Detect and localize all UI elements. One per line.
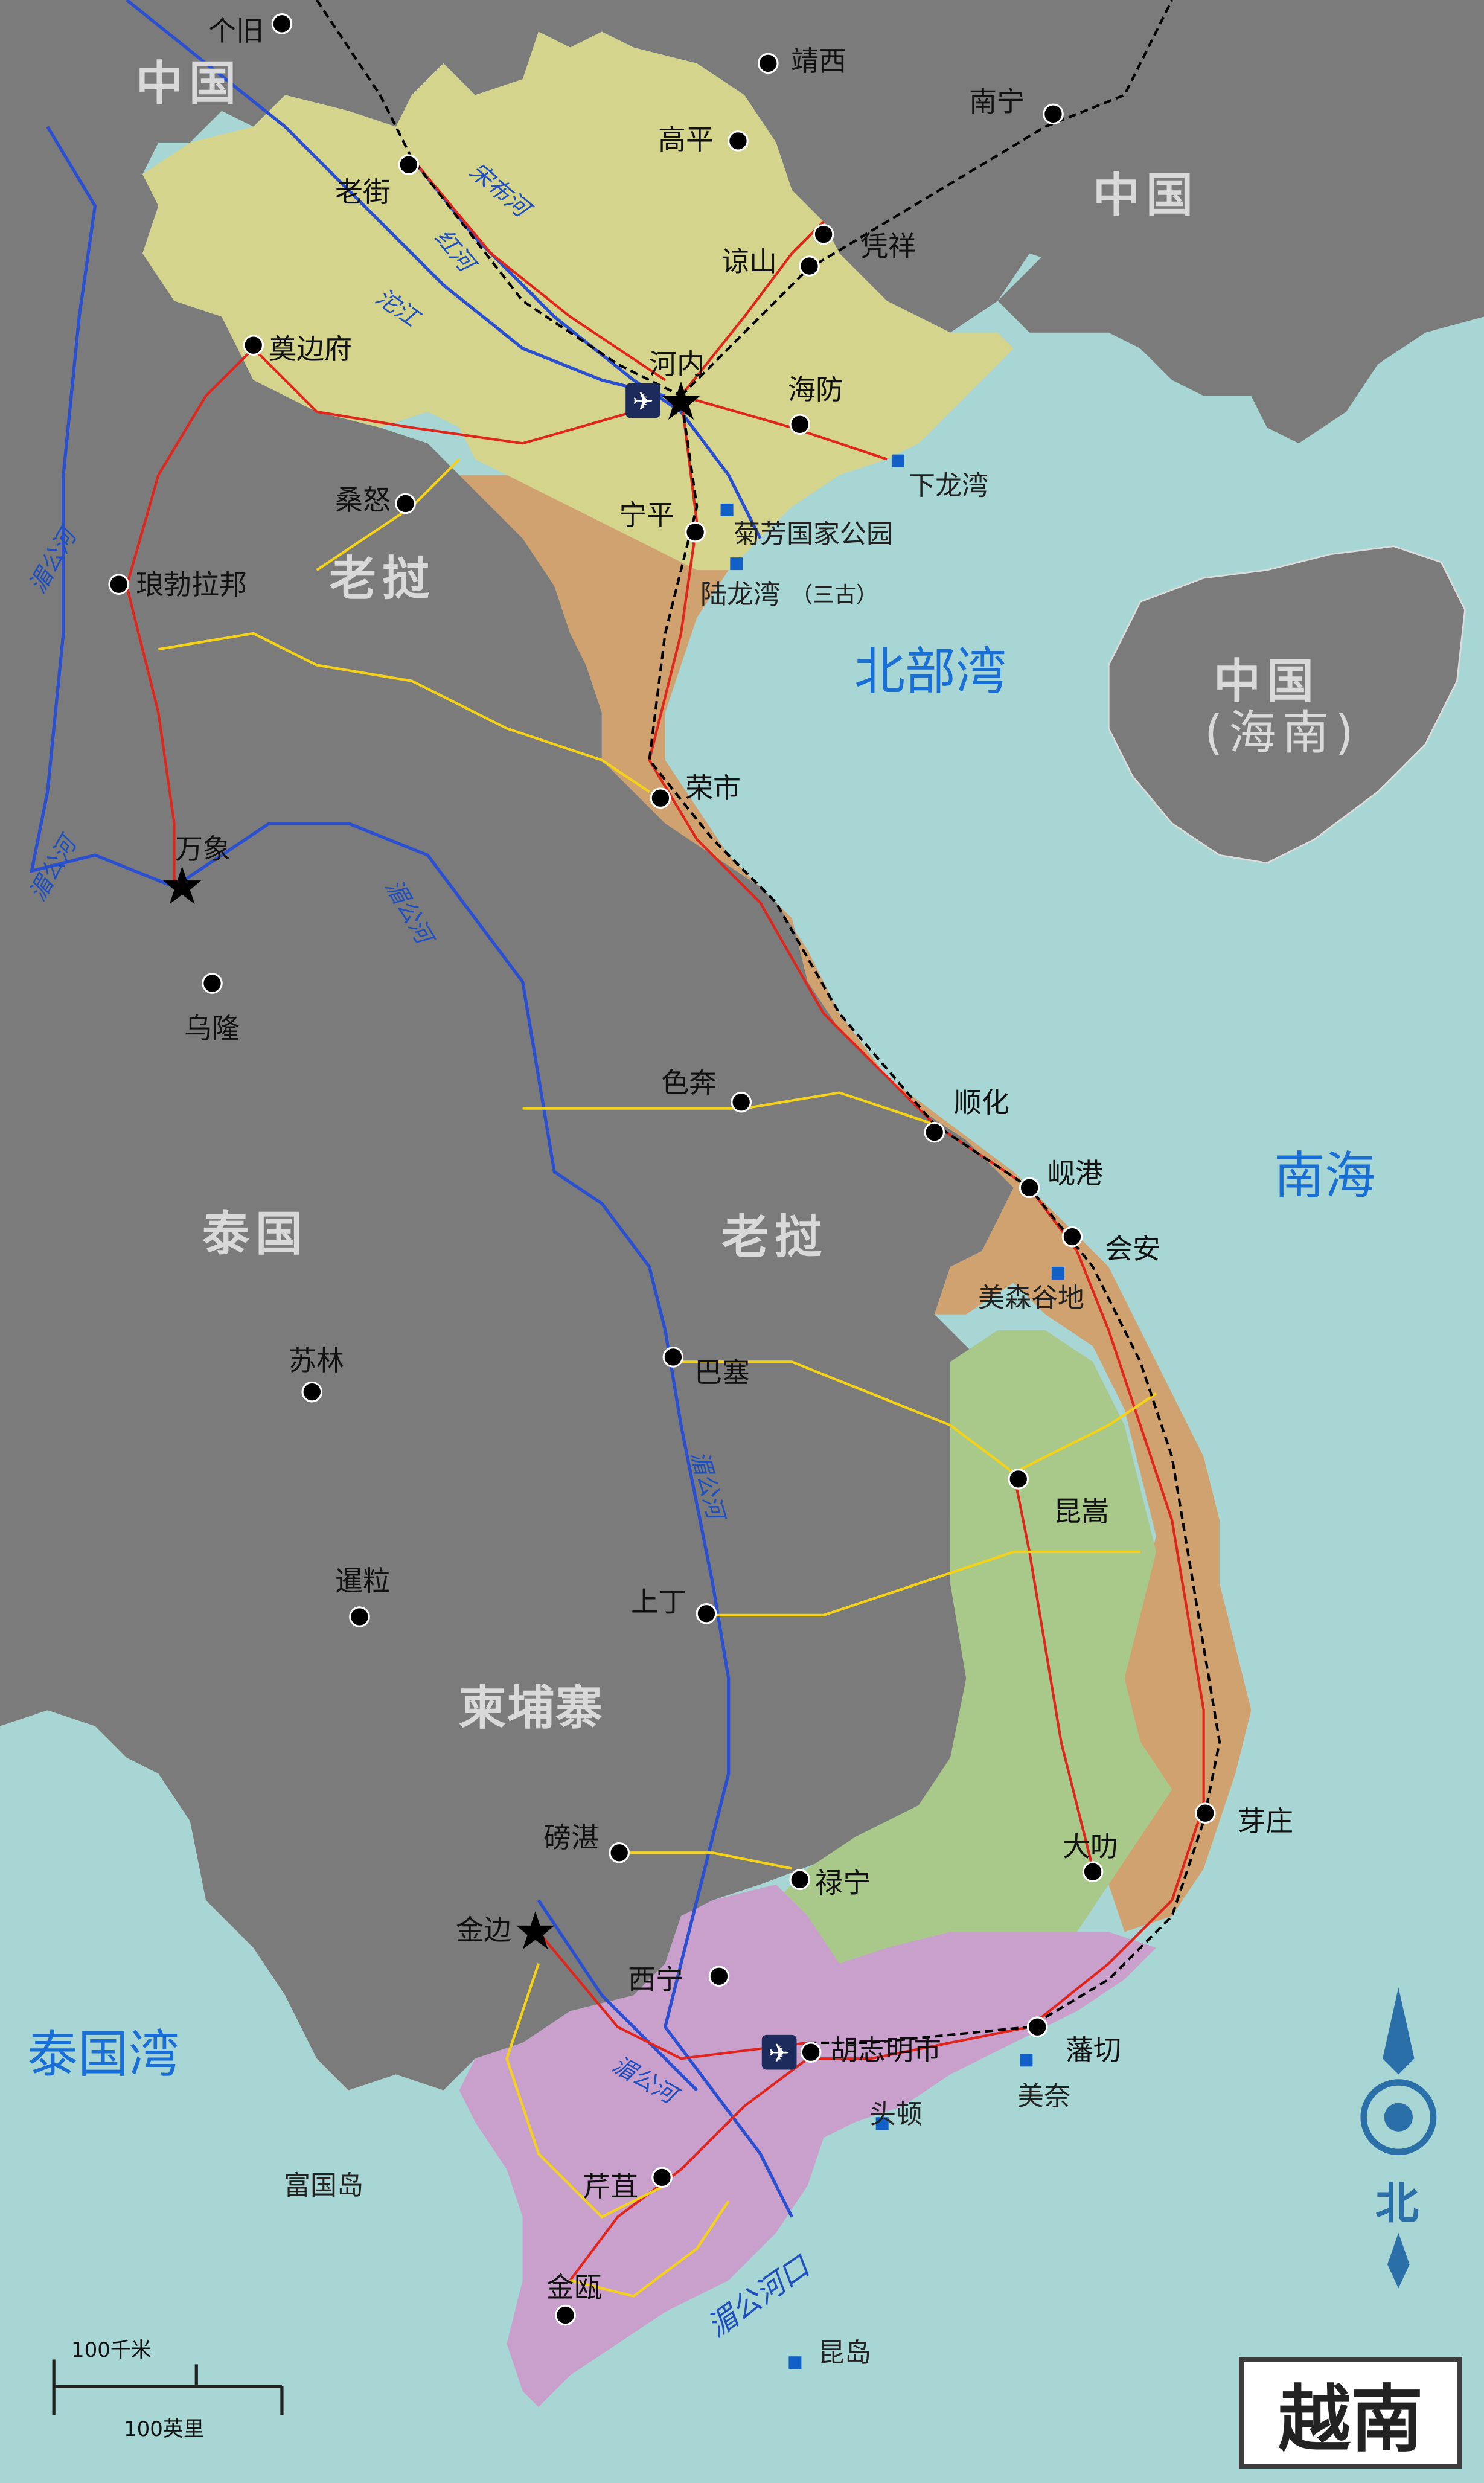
poi-cucphuong: 菊芳国家公园	[734, 519, 893, 549]
label-gulf-thailand: 泰国湾	[27, 2025, 180, 2084]
region-south	[459, 1884, 1156, 2408]
scale-mi-label: 100英里	[124, 2417, 204, 2441]
poi-myson: 美森谷地	[978, 1283, 1084, 1313]
poi-condao: 昆岛	[818, 2337, 871, 2368]
city-nhatrang: 芽庄	[1238, 1805, 1293, 1837]
city-pingxiang: 凭祥	[860, 230, 916, 263]
label-hainan-sub: (海南)	[1204, 706, 1360, 760]
poi-muine: 美奈	[1017, 2081, 1070, 2112]
scale-km-label: 100千米	[71, 2338, 152, 2362]
city-caobang: 高平	[658, 123, 714, 156]
foreign-land	[0, 0, 1484, 2091]
city-kampongcham: 磅湛	[543, 1821, 599, 1854]
poi-halong: 下龙湾	[909, 470, 988, 501]
city-siemreap: 暹粒	[335, 1565, 391, 1597]
capital-markers	[163, 382, 700, 1950]
poi-baitulong-sub: （三古）	[791, 583, 878, 607]
city-pakse: 巴塞	[694, 1356, 750, 1389]
city-nanning: 南宁	[969, 85, 1025, 118]
china-coast	[997, 158, 1484, 444]
city-jingxi: 靖西	[791, 45, 846, 77]
city-laocai: 老街	[335, 176, 391, 208]
label-cambodia: 柬埔寨	[459, 1681, 604, 1735]
city-haiphong: 海防	[788, 373, 843, 406]
city-udon: 乌隆	[184, 1012, 240, 1045]
city-ninhbinh: 宁平	[619, 499, 674, 531]
city-tayninh: 西宁	[628, 1963, 683, 1996]
label-hainan: 中国	[1214, 655, 1320, 709]
rivers	[30, 0, 793, 2218]
city-hanoi: 河内	[649, 348, 705, 380]
region-highlands	[776, 1330, 1172, 1996]
city-vinh: 荣市	[685, 772, 741, 804]
city-dienbienphu: 奠边府	[269, 333, 352, 365]
svg-text:✈: ✈	[632, 386, 653, 416]
north-label: 北	[1375, 2178, 1419, 2229]
city-vientiane: 万象	[175, 833, 231, 865]
label-gulf-tonkin: 北部湾	[854, 642, 1007, 701]
svg-text:✈: ✈	[769, 2038, 790, 2068]
city-kontum: 昆嵩	[1054, 1495, 1109, 1528]
label-thailand: 泰国	[202, 1207, 309, 1261]
city-cantho: 芹苴	[583, 2170, 638, 2203]
city-buonmathuot: 大叻	[1063, 1830, 1118, 1863]
poi-vungtau: 头顿	[869, 2099, 923, 2130]
city-samneua: 桑怒	[335, 484, 391, 516]
region-north-central	[459, 475, 1252, 1932]
city-phnompenh: 金边	[456, 1914, 511, 1946]
north-arrow	[1360, 1987, 1437, 2289]
poi-phuquoc: 富国岛	[284, 2170, 363, 2201]
city-danang: 岘港	[1047, 1157, 1103, 1190]
city-locninh: 禄宁	[815, 1866, 871, 1899]
scale-bar	[52, 2359, 284, 2415]
airport-icons: ✈ ✈	[625, 383, 797, 2070]
hainan-island	[1107, 545, 1466, 864]
city-camau: 金瓯	[546, 2271, 602, 2304]
city-hcmc: 胡志明市	[830, 2034, 941, 2066]
poi-baitulong: 陆龙湾	[700, 579, 780, 610]
city-stungtreng: 上丁	[631, 1586, 686, 1618]
city-hoian: 会安	[1105, 1232, 1160, 1265]
city-phanthiet: 藩切	[1066, 2034, 1121, 2066]
city-savannakhet: 色奔	[661, 1066, 717, 1099]
city-markers	[108, 13, 1216, 2326]
city-sakon: 苏林	[289, 1344, 344, 1377]
label-laos-south: 老挝	[721, 1210, 828, 1264]
city-gejiu: 个旧	[208, 14, 264, 47]
poi-markers	[720, 454, 1064, 2369]
city-hue: 顺化	[954, 1086, 1009, 1119]
city-luangprabang: 琅勃拉邦	[136, 568, 247, 601]
region-north	[142, 31, 1014, 571]
label-china-nw: 中国	[136, 57, 243, 111]
label-china-ne: 中国	[1093, 168, 1200, 223]
label-south-sea: 南海	[1274, 1146, 1376, 1205]
map-title: 越南	[1239, 2357, 1462, 2469]
city-langson: 谅山	[721, 245, 777, 278]
label-laos-north: 老挝	[329, 552, 436, 606]
